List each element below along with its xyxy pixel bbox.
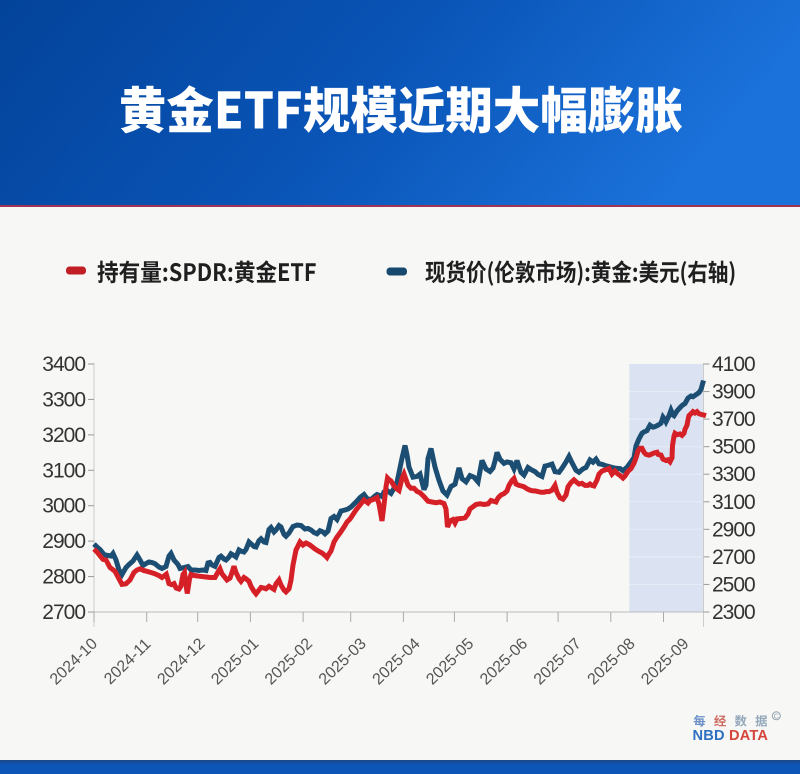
svg-text:2800: 2800 [42,566,85,589]
svg-text:2300: 2300 [712,601,755,624]
svg-text:2700: 2700 [712,546,755,569]
svg-text:C: C [774,712,780,721]
svg-text:3700: 3700 [712,408,755,431]
svg-text:3300: 3300 [712,463,755,486]
svg-text:NBD DATA: NBD DATA [693,728,769,744]
svg-text:3500: 3500 [712,436,755,459]
svg-text:3100: 3100 [42,459,85,482]
svg-text:2900: 2900 [42,530,85,553]
svg-text:3900: 3900 [712,381,755,404]
svg-text:2900: 2900 [712,518,755,541]
svg-text:3300: 3300 [42,388,85,411]
svg-text:3000: 3000 [42,495,85,518]
svg-text:4100: 4100 [712,353,755,376]
svg-text:2500: 2500 [712,573,755,596]
svg-text:3200: 3200 [42,424,85,447]
svg-text:3100: 3100 [712,491,755,514]
svg-text:3400: 3400 [42,353,85,376]
svg-text:2700: 2700 [42,601,85,624]
